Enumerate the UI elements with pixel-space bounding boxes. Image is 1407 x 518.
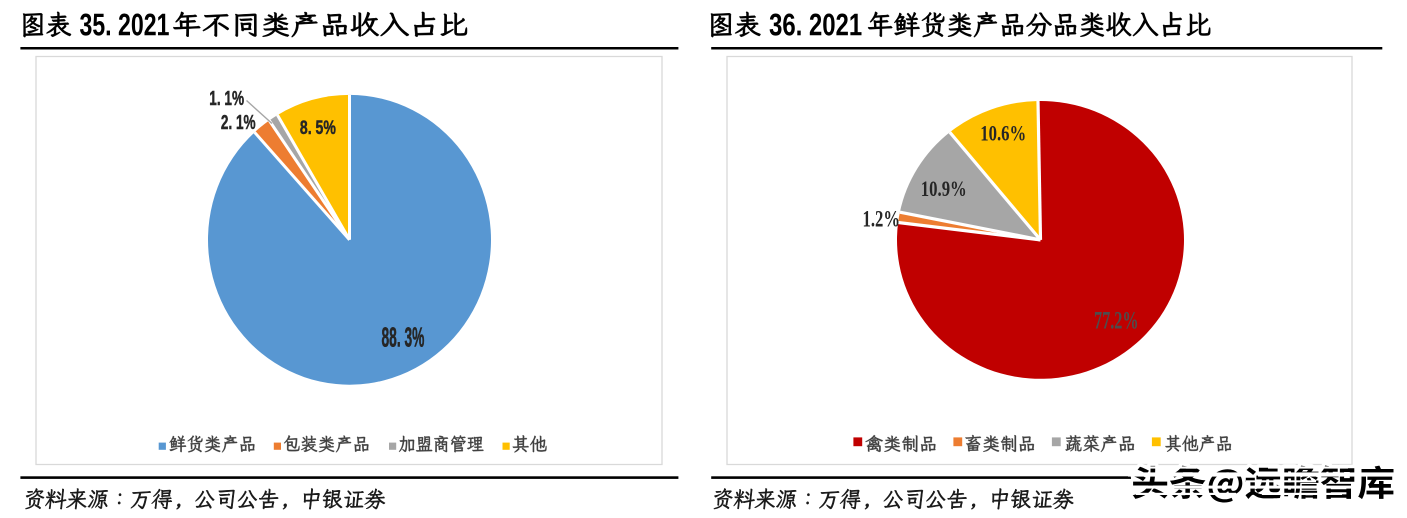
svg-text:1. 1%: 1. 1% bbox=[209, 86, 244, 110]
svg-text:88. 3%: 88. 3% bbox=[382, 321, 425, 353]
svg-text:10.6%: 10.6% bbox=[980, 121, 1026, 146]
svg-text:2. 1%: 2. 1% bbox=[221, 110, 256, 134]
svg-text:8. 5%: 8. 5% bbox=[300, 117, 336, 139]
svg-text:77.2%: 77.2% bbox=[1094, 306, 1139, 335]
svg-text:1.2%: 1.2% bbox=[863, 207, 900, 232]
svg-text:10.9%: 10.9% bbox=[921, 177, 967, 202]
